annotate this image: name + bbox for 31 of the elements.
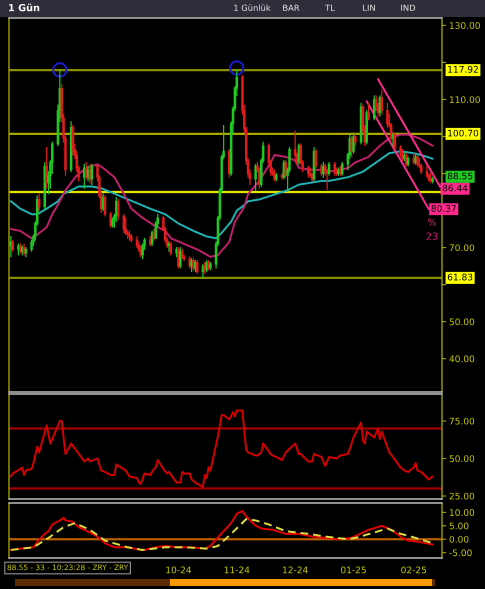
annotation: % xyxy=(428,218,436,226)
y-tick-label: 70.00 xyxy=(450,244,474,252)
x-tick-label: 10-24 xyxy=(166,566,192,574)
y-tick-label: 50.00 xyxy=(450,455,474,462)
y-tick-label: 5.00 xyxy=(450,522,468,530)
x-tick-label: 01-25 xyxy=(340,566,366,574)
data-label: 86.44 xyxy=(442,184,468,192)
chart-title: 1 Gün xyxy=(9,4,40,12)
y-tick-label: 40.00 xyxy=(449,355,474,362)
y-tick-label: 130.00 xyxy=(450,22,480,29)
x-tick-label: 12-24 xyxy=(283,566,308,574)
text: 1 Günlük xyxy=(234,4,271,11)
text: IND xyxy=(401,4,416,11)
y-tick-label: 110.00 xyxy=(450,96,480,104)
y-tick-label: 75.00 xyxy=(450,418,474,425)
ref-line-label: 117.92 xyxy=(448,66,478,73)
ref-line-label: 61.83 xyxy=(448,274,472,280)
x-tick-label: 02-25 xyxy=(401,566,426,574)
text: TL xyxy=(325,4,335,11)
text: BAR xyxy=(283,4,300,11)
y-tick-label: 0.00 xyxy=(450,536,468,543)
data-label: 80.37 xyxy=(431,204,456,212)
annotation: 23 xyxy=(426,232,438,240)
y-tick-label: 25.00 xyxy=(450,492,474,500)
ref-line-label: 100.70 xyxy=(448,130,478,137)
x-tick-label: 11-24 xyxy=(224,566,250,574)
y-tick-label: 50.00 xyxy=(450,318,474,326)
y-tick-label: -5.00 xyxy=(449,549,472,556)
text: 88.55 xyxy=(448,172,472,180)
text: LIN xyxy=(363,4,375,11)
y-tick-label: 10.00 xyxy=(450,509,474,516)
